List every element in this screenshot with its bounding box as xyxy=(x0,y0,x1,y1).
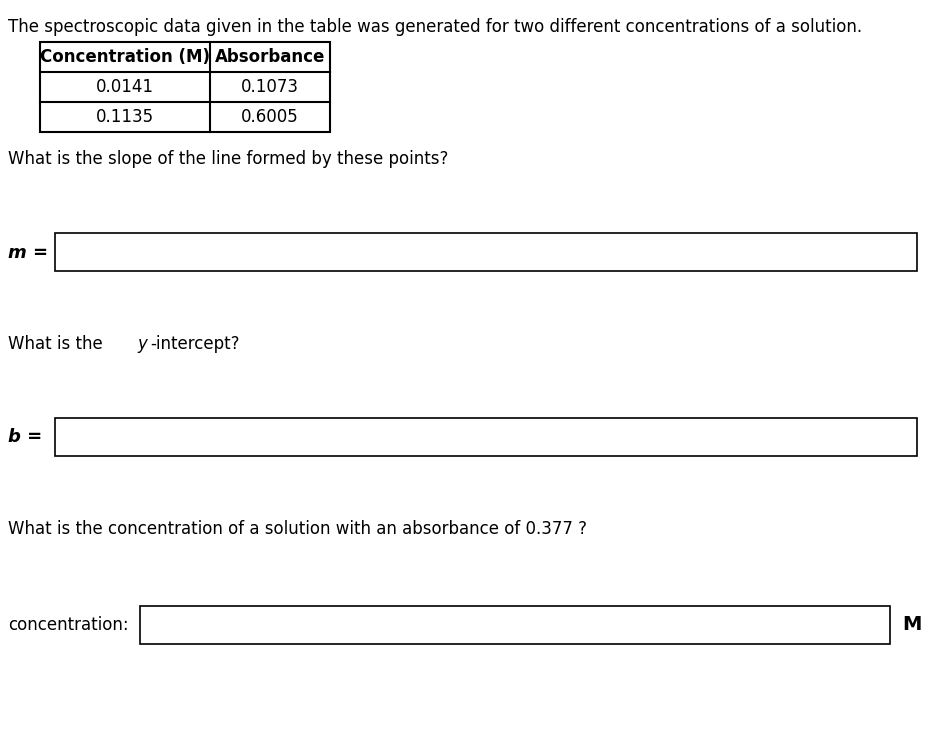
Text: -intercept?: -intercept? xyxy=(150,335,239,353)
Bar xyxy=(40,42,330,132)
Text: concentration:: concentration: xyxy=(8,616,129,634)
Text: b =: b = xyxy=(8,428,42,446)
Text: What is the: What is the xyxy=(8,335,108,353)
Text: What is the slope of the line formed by these points?: What is the slope of the line formed by … xyxy=(8,150,448,168)
Text: What is the concentration of a solution with an absorbance of 0.377 ?: What is the concentration of a solution … xyxy=(8,520,587,538)
Bar xyxy=(55,418,917,456)
Text: The spectroscopic data given in the table was generated for two different concen: The spectroscopic data given in the tabl… xyxy=(8,18,862,36)
Text: y: y xyxy=(137,335,147,353)
Text: Concentration (M): Concentration (M) xyxy=(40,48,210,66)
Text: 0.1135: 0.1135 xyxy=(96,108,154,126)
Text: 0.6005: 0.6005 xyxy=(241,108,299,126)
Bar xyxy=(55,233,917,271)
Text: m =: m = xyxy=(8,244,48,262)
Text: 0.0141: 0.0141 xyxy=(96,78,154,96)
Text: Absorbance: Absorbance xyxy=(215,48,325,66)
Bar xyxy=(140,606,890,644)
Text: M: M xyxy=(902,616,921,634)
Text: 0.1073: 0.1073 xyxy=(241,78,299,96)
